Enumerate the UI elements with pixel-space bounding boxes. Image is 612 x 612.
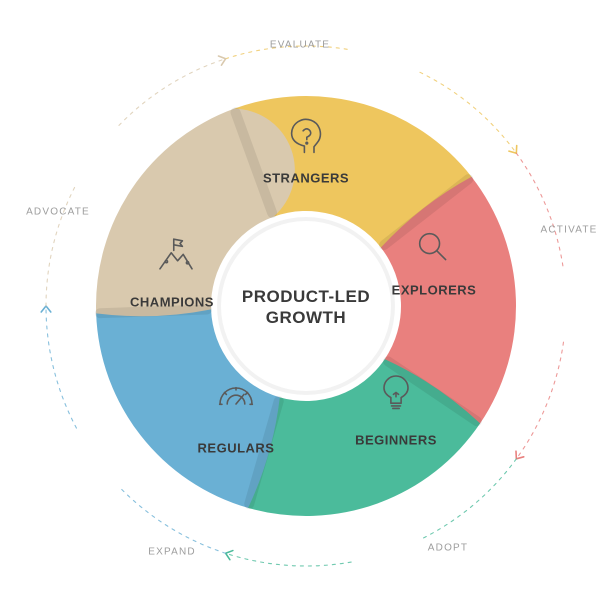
center-title-line1: PRODUCT-LED: [242, 287, 370, 306]
segment-shadow-champions: [100, 309, 207, 313]
outer-label-activate: ACTIVATE: [540, 225, 597, 236]
center-title-line2: GROWTH: [266, 308, 346, 327]
outer-arc-activate: [516, 153, 563, 270]
segment-label-explorers: EXPLORERS: [392, 283, 477, 298]
outer-arc-adopt: [226, 553, 351, 566]
center-title: PRODUCT-LED GROWTH: [226, 286, 386, 329]
segment-label-strangers: STRANGERS: [263, 171, 349, 186]
outer-arc-advocate: [119, 59, 226, 126]
outer-arc-activate: [516, 342, 563, 459]
outer-label-evaluate: EVALUATE: [270, 40, 330, 51]
outer-arc-expand: [119, 487, 226, 554]
outer-chevron-activate: [516, 451, 524, 459]
outer-label-advocate: ADVOCATE: [26, 207, 90, 218]
segment-label-regulars: REGULARS: [198, 441, 275, 456]
diagram-stage: PRODUCT-LED GROWTH STRANGERS EXPLORERS BEG…: [0, 0, 612, 612]
segment-label-champions: CHAMPIONS: [130, 295, 214, 310]
segment-label-beginners: BEGINNERS: [355, 433, 437, 448]
outer-label-adopt: ADOPT: [428, 543, 468, 554]
outer-label-expand: EXPAND: [148, 547, 196, 558]
outer-arc-advocate: [46, 184, 76, 306]
outer-arc-expand: [46, 306, 76, 428]
